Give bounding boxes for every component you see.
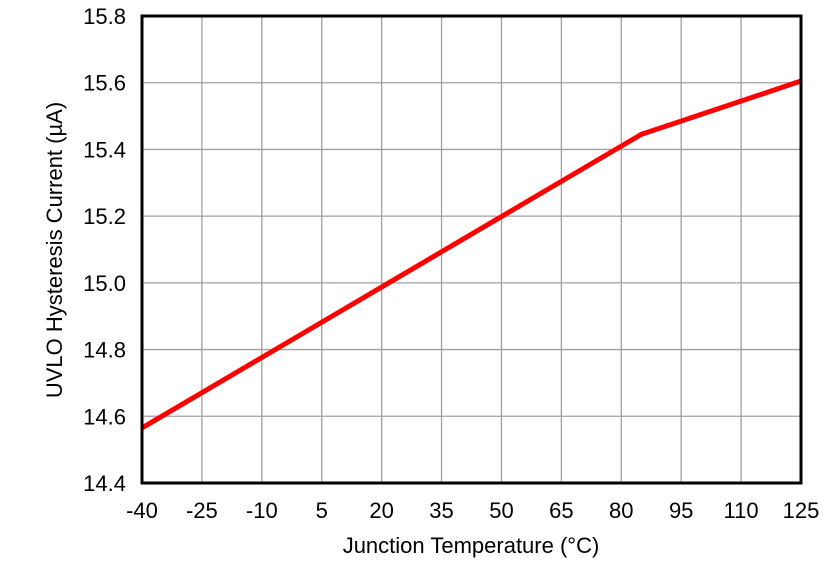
grid-lines (141, 15, 802, 484)
x-tick-label: 110 (724, 498, 759, 523)
y-tick-label: 14.6 (83, 404, 126, 429)
y-tick-label: 15.8 (83, 4, 126, 29)
y-tick-label: 15.2 (83, 204, 126, 229)
y-axis-label: UVLO Hysteresis Current (µA) (42, 102, 67, 398)
series-line (140, 78, 802, 431)
x-tick-label: 125 (783, 498, 820, 523)
x-tick-label: 65 (549, 498, 573, 523)
y-axis-tick-labels: 14.4 14.6 14.8 15.0 15.2 15.4 15.6 15.8 (83, 4, 126, 496)
x-tick-label: 5 (316, 498, 328, 523)
y-tick-label: 15.4 (83, 137, 126, 162)
x-tick-label: -10 (246, 498, 278, 523)
x-tick-label: -25 (186, 498, 218, 523)
x-tick-label: -40 (126, 498, 158, 523)
x-tick-label: 95 (669, 498, 693, 523)
y-tick-label: 15.6 (83, 71, 126, 96)
plot-border (140, 14, 803, 485)
x-tick-label: 50 (489, 498, 513, 523)
x-tick-label: 80 (609, 498, 633, 523)
data-series (140, 78, 802, 431)
y-tick-label: 14.8 (83, 338, 126, 363)
y-tick-label: 14.4 (83, 471, 126, 496)
x-axis-tick-labels: -40 -25 -10 5 20 35 50 65 80 95 110 125 (126, 498, 819, 523)
x-axis-label: Junction Temperature (°C) (343, 533, 600, 558)
x-tick-label: 20 (369, 498, 393, 523)
x-tick-label: 35 (429, 498, 453, 523)
y-tick-label: 15.0 (83, 271, 126, 296)
